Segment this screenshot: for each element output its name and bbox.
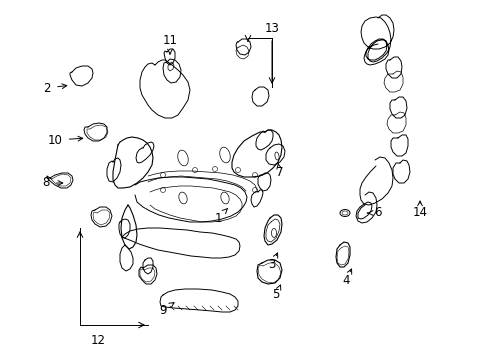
Text: 10: 10 [47, 134, 82, 147]
Text: 7: 7 [276, 163, 283, 180]
Text: 2: 2 [43, 81, 67, 94]
Text: 5: 5 [272, 285, 280, 302]
Text: 12: 12 [90, 333, 105, 346]
Text: 6: 6 [366, 207, 381, 220]
Text: 14: 14 [412, 201, 427, 220]
Text: 3: 3 [268, 253, 277, 271]
Text: 11: 11 [162, 33, 177, 54]
Text: 4: 4 [342, 269, 351, 288]
Text: 13: 13 [264, 22, 279, 35]
Text: 1: 1 [214, 208, 227, 225]
Text: 9: 9 [159, 303, 174, 316]
Text: 8: 8 [42, 176, 62, 189]
